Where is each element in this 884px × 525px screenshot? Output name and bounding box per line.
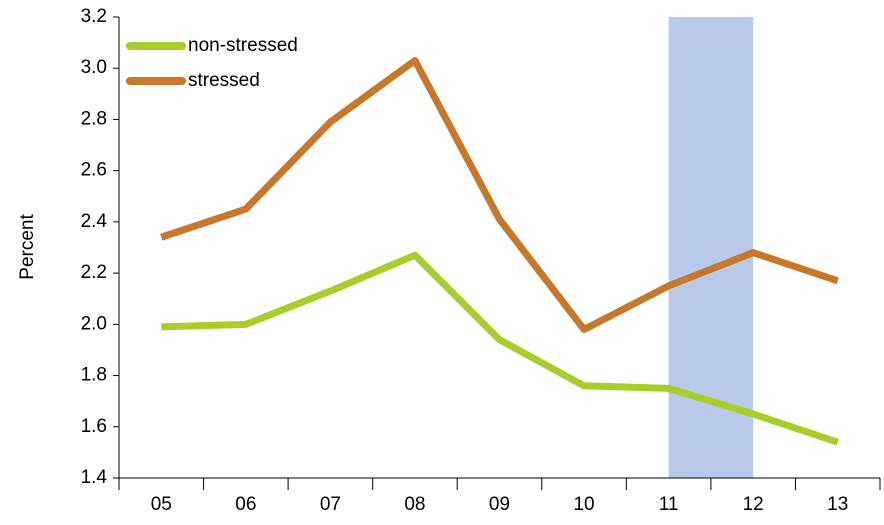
y-tick-label: 3.2	[81, 6, 107, 27]
line-series	[160, 57, 839, 333]
y-tick-label: 1.6	[81, 416, 107, 437]
x-tick-label: 07	[320, 494, 341, 515]
x-tick-label: 05	[151, 494, 172, 515]
y-tick-label: 2.0	[81, 313, 107, 334]
x-tick-label: 08	[404, 494, 425, 515]
y-tick-label: 2.6	[81, 160, 107, 181]
y-tick-label: 2.2	[81, 262, 107, 283]
y-tick-label: 3.0	[81, 57, 107, 78]
x-tick-label: 10	[573, 494, 594, 515]
x-tick-label: 11	[659, 494, 679, 515]
y-tick-label: 1.4	[81, 467, 108, 488]
legend-label: stressed	[188, 70, 260, 91]
line-series	[161, 251, 839, 446]
x-tick-label: 06	[235, 494, 256, 515]
x-tick-label: 13	[827, 494, 848, 515]
y-axis-label: Percent	[17, 214, 38, 280]
y-tick-label: 2.4	[81, 211, 108, 232]
y-tick-label: 1.8	[81, 365, 107, 386]
y-tick-label: 2.8	[81, 108, 107, 129]
legend-label: non-stressed	[188, 35, 298, 56]
x-tick-label: 12	[743, 494, 764, 515]
x-tick-label: 09	[489, 494, 510, 515]
